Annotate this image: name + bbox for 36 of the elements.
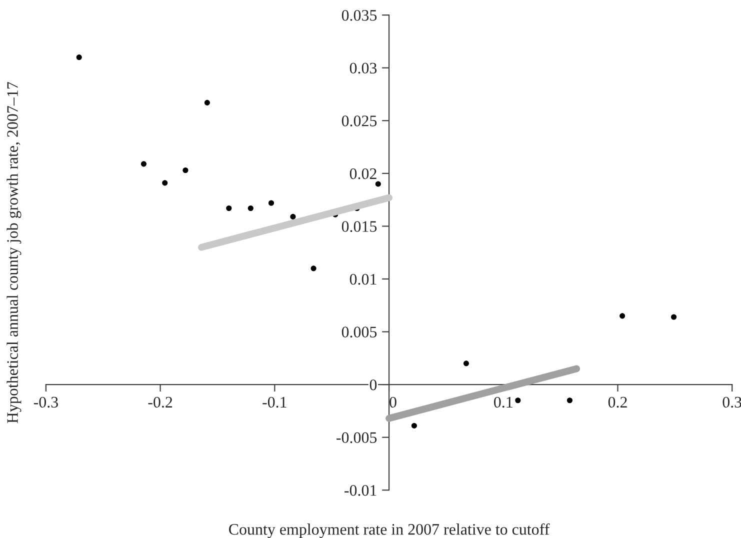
point <box>226 205 232 212</box>
point <box>620 313 626 319</box>
point <box>290 214 296 220</box>
point <box>463 360 469 366</box>
point <box>182 167 188 174</box>
y-tick-label: -0.005 <box>336 432 377 444</box>
y-tick-label: 0.025 <box>342 116 377 126</box>
y-tick-label: 0.03 <box>350 62 377 74</box>
y-tick-label: 0.015 <box>342 221 377 232</box>
x-tick-label: -0.3 <box>34 396 58 408</box>
point <box>268 200 274 206</box>
point <box>76 54 82 60</box>
x-axis-title: County employment rate in 2007 relative to cutoff <box>229 523 550 538</box>
point <box>310 266 316 272</box>
y-axis-title: Hypothetical annual county job growth rate, 2007–17 <box>6 82 22 424</box>
point <box>204 100 210 106</box>
x-tick-label: -0.2 <box>148 396 172 408</box>
y-tick-label: 0.005 <box>342 326 377 338</box>
y-tick-label: 0.02 <box>350 168 376 180</box>
x-tick-label: 0.3 <box>722 396 741 408</box>
x-tick-label: -0.1 <box>262 396 286 408</box>
point <box>140 161 146 167</box>
point <box>375 181 381 187</box>
point <box>515 398 521 404</box>
y-tick-label: 0.035 <box>342 10 377 21</box>
x-tick-label: 0.1 <box>494 396 512 408</box>
point <box>411 422 417 428</box>
y-tick-label: -0.01 <box>344 485 376 496</box>
y-tick-label: 0.01 <box>350 274 376 285</box>
point <box>566 398 572 404</box>
point <box>248 205 254 212</box>
x-tick-label: 0 <box>390 396 396 408</box>
point <box>162 180 168 186</box>
point <box>671 314 677 320</box>
x-tick-label: 0.2 <box>608 396 627 408</box>
y-tick-label: 0 <box>370 379 377 390</box>
